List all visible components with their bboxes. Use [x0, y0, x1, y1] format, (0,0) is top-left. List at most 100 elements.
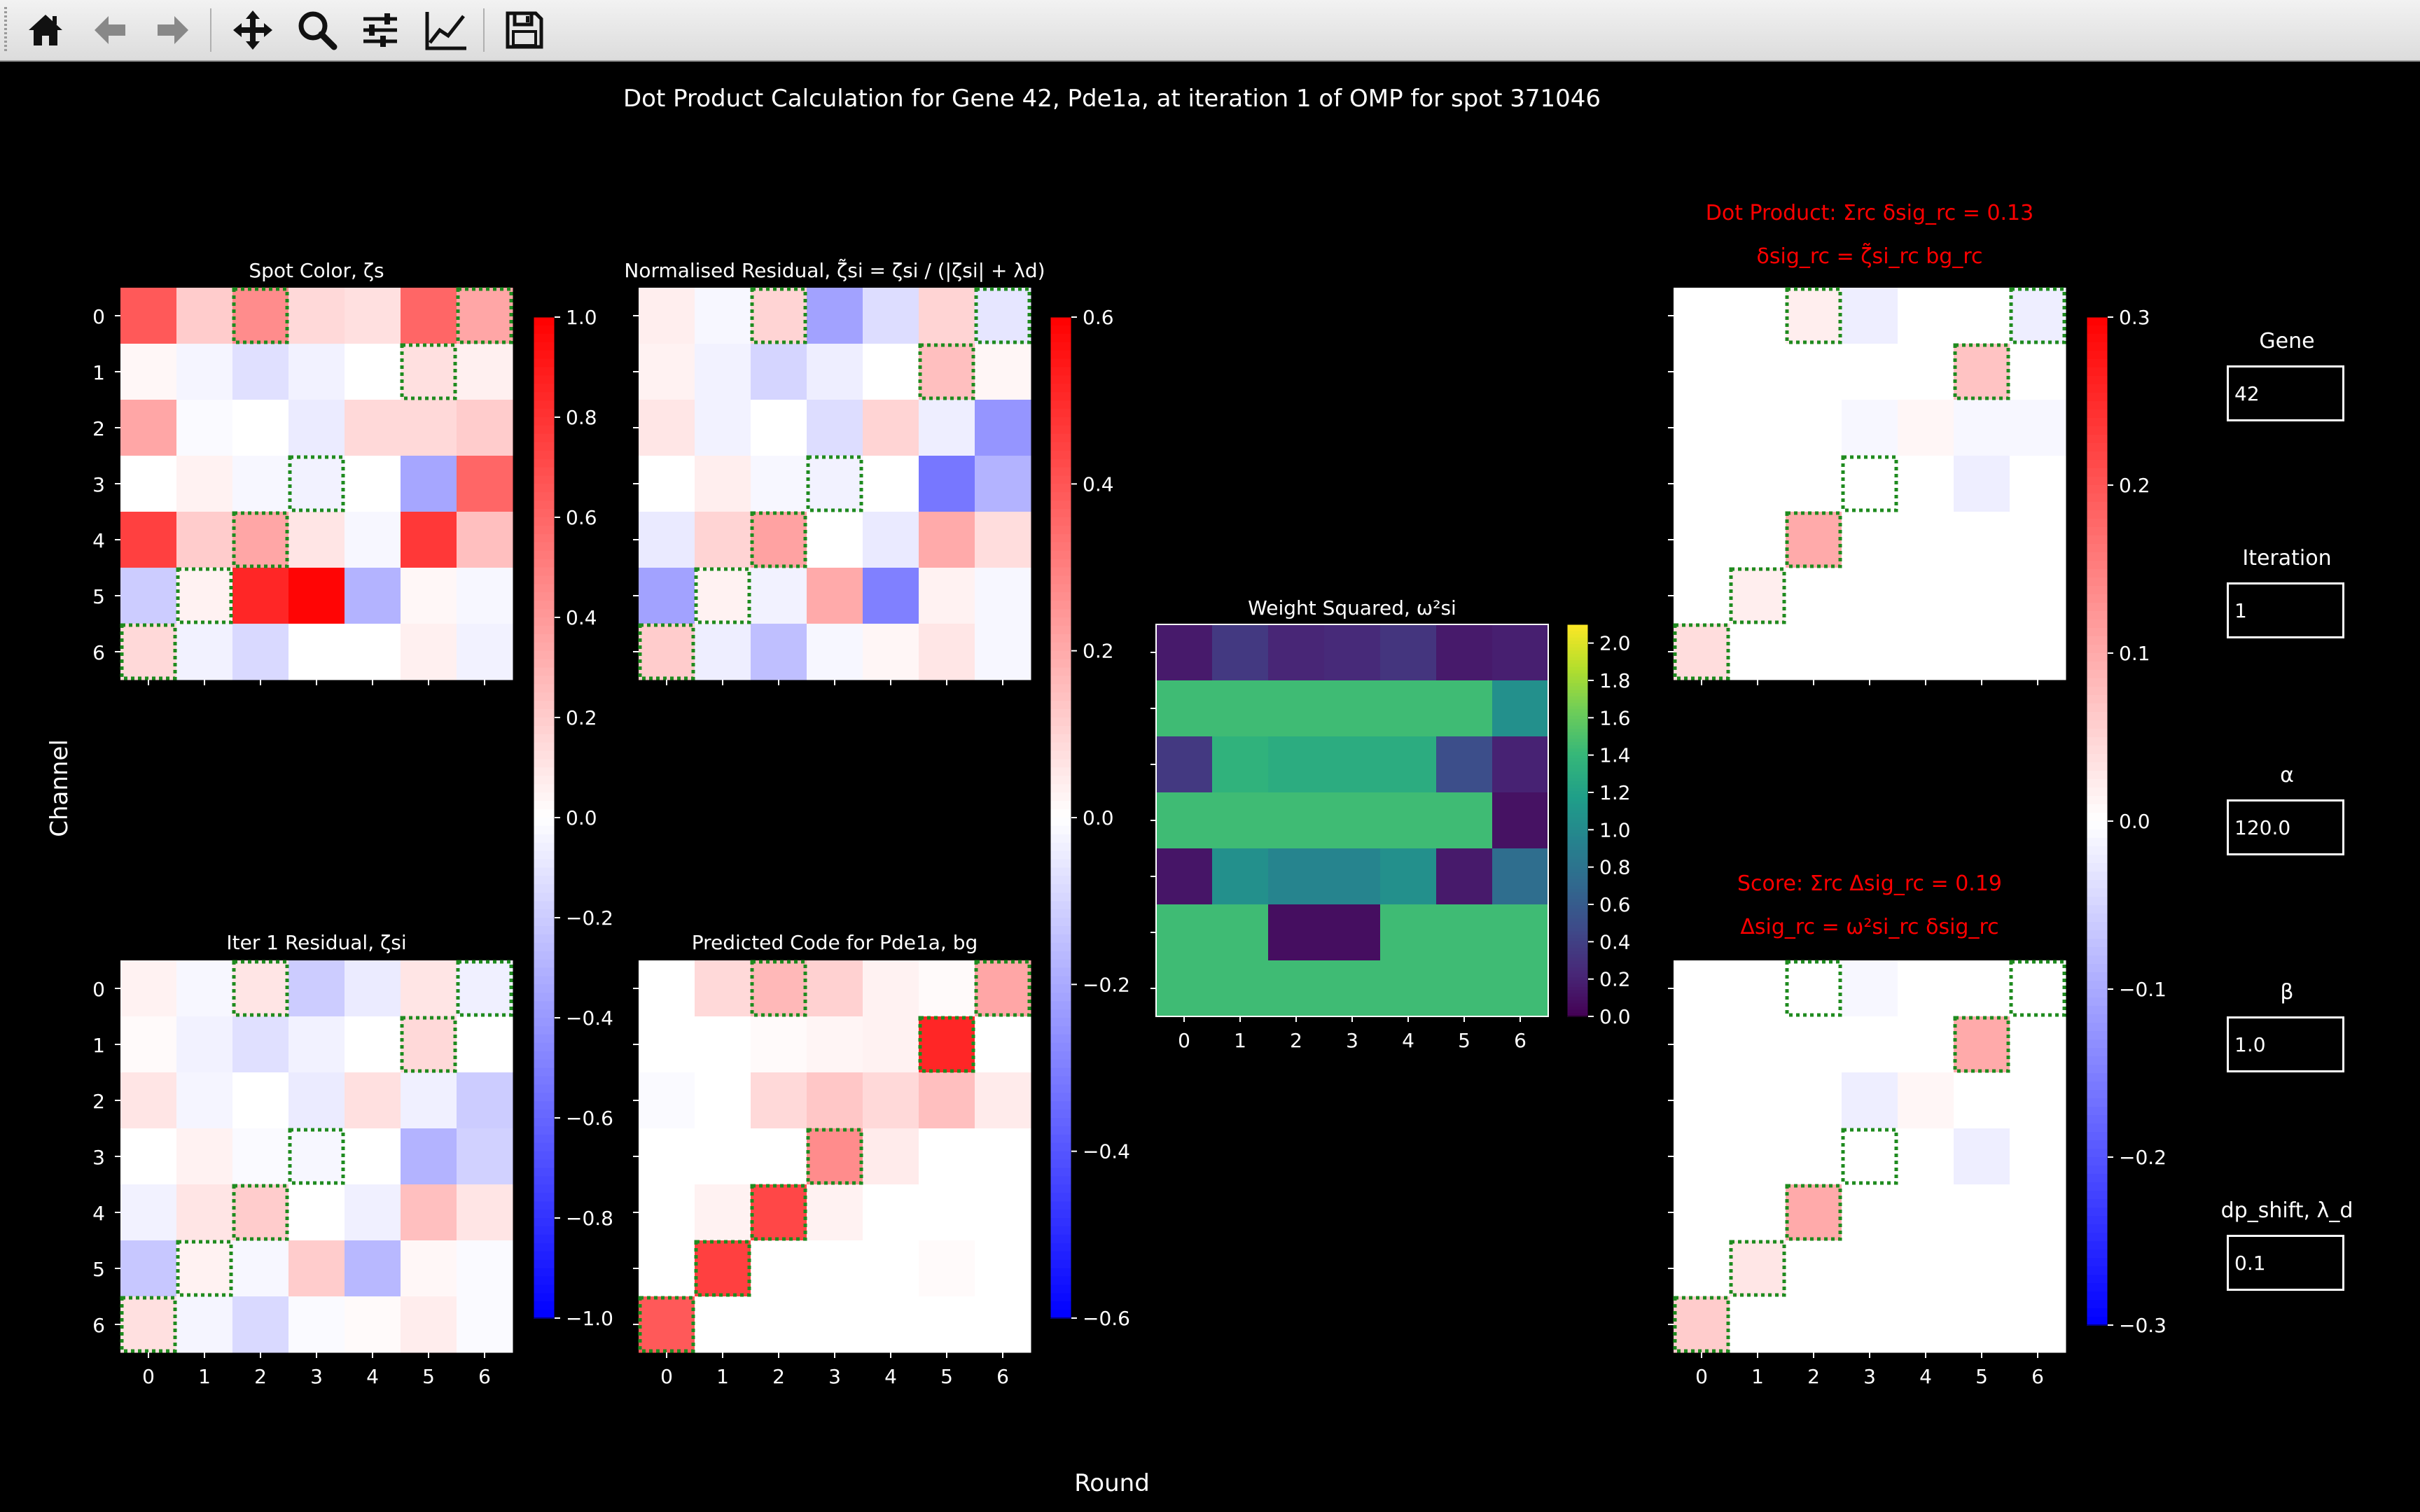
spot_color-cell — [120, 344, 177, 400]
configure-subplots-button[interactable] — [356, 6, 405, 55]
weight_squared-colorbar-segment — [1567, 997, 1588, 1001]
normalised_residual-colorbar-segment — [1050, 1293, 1071, 1303]
weight_squared-colorbar-segment — [1567, 974, 1588, 978]
normalised_residual-colorbar-segment — [1050, 1042, 1071, 1052]
dot_product-colorbar-segment — [2087, 586, 2108, 595]
edit-axis-button[interactable] — [422, 6, 471, 55]
score-cell — [1786, 1016, 1842, 1073]
weight_squared-colorbar-segment — [1567, 654, 1588, 658]
score-cell — [1898, 1240, 1954, 1297]
iter1_residual-cell — [401, 1240, 457, 1297]
normalised_residual-colorbar-segment — [1050, 776, 1071, 785]
dot_product-colorbar-segment — [2087, 1308, 2108, 1317]
dot_product-cell — [1674, 456, 1730, 512]
weight_squared-colorbar-segment — [1567, 794, 1588, 799]
normalised_residual-gene-code-box — [638, 623, 695, 680]
dot_product-colorbar-segment — [2087, 1157, 2108, 1166]
widget-input[interactable] — [2229, 1237, 2342, 1289]
widget-textbox[interactable] — [2227, 582, 2344, 638]
weight_squared-colorbar-segment — [1567, 980, 1588, 985]
spot_color-colorbar-segment — [534, 759, 555, 769]
normalised_residual-colorbar-segment — [1050, 625, 1071, 635]
normalised_residual-colorbar-segment — [1050, 350, 1071, 360]
dot_product-colorbar-segment — [2087, 552, 2108, 561]
spot_color-cell — [232, 456, 289, 512]
score-cell — [1674, 1072, 1730, 1129]
dot_product-gene-code-box — [1953, 343, 2010, 400]
spot_color-ytick-label: 5 — [92, 585, 105, 608]
weight_squared-colorbar-segment — [1567, 911, 1588, 916]
predicted_code-cell — [807, 1016, 863, 1073]
widget-textbox[interactable] — [2227, 1016, 2344, 1072]
widget-textbox[interactable] — [2227, 1235, 2344, 1291]
weight_squared-colorbar-segment — [1567, 673, 1588, 678]
iter1_residual-cell — [457, 1184, 513, 1241]
normalised_residual-colorbar-segment — [1050, 1242, 1071, 1252]
score-cell — [1898, 1016, 1954, 1073]
weight_squared-colorbar-segment — [1567, 719, 1588, 723]
weight_squared-colorbar-tick-label: 0.6 — [1599, 893, 1631, 916]
zoom-button[interactable] — [293, 6, 342, 55]
spot_color-colorbar-segment — [534, 342, 555, 351]
weight_squared-colorbar-segment — [1567, 938, 1588, 942]
spot_color-colorbar-segment — [534, 1084, 555, 1094]
back-button[interactable] — [85, 6, 134, 55]
back-icon — [95, 16, 125, 44]
weight_squared-cell — [1324, 960, 1381, 1017]
widget-label: β — [2280, 980, 2294, 1004]
weight_squared-colorbar-segment — [1567, 879, 1588, 883]
dot_product-gene-code-box — [1785, 511, 1842, 568]
dot_product-colorbar-segment — [2087, 955, 2108, 965]
weight_squared-colorbar-segment — [1567, 680, 1588, 684]
dot_product-colorbar-segment — [2087, 1199, 2108, 1208]
spot_color-colorbar-segment — [534, 884, 555, 894]
normalised_residual-colorbar-segment — [1050, 801, 1071, 811]
spot_color-colorbar-segment — [534, 592, 555, 602]
weight_squared-colorbar-segment — [1567, 709, 1588, 713]
normalised_residual-colorbar-segment — [1050, 500, 1071, 510]
spot_color-colorbar-segment — [534, 934, 555, 944]
score-xtick-label: 1 — [1751, 1365, 1764, 1388]
widget-input[interactable] — [2229, 368, 2342, 419]
weight_squared-colorbar-tick-label: 0.0 — [1599, 1005, 1631, 1028]
dot_product-colorbar-segment — [2087, 401, 2108, 410]
predicted_code-gene-code-box — [806, 1128, 863, 1185]
predicted_code-xtick-label: 4 — [884, 1365, 897, 1388]
spot_color-colorbar-segment — [534, 350, 555, 360]
score-gene-code-box — [1673, 1296, 1730, 1353]
widget-textbox[interactable] — [2227, 365, 2344, 421]
pan-button[interactable] — [228, 6, 277, 55]
dot_product-cell — [1842, 568, 1898, 624]
predicted_code-cell — [863, 1296, 919, 1353]
widget-input[interactable] — [2229, 1018, 2342, 1070]
weight_squared-colorbar-segment — [1567, 902, 1588, 906]
home-button[interactable] — [21, 6, 70, 55]
predicted_code-cell — [807, 1072, 863, 1129]
widget-textbox[interactable] — [2227, 799, 2344, 855]
weight_squared-colorbar-segment — [1567, 843, 1588, 848]
forward-button[interactable] — [148, 6, 197, 55]
dot_product-colorbar-segment — [2087, 510, 2108, 519]
dot_product-colorbar-segment — [2087, 317, 2108, 326]
weight_squared-colorbar-segment — [1567, 811, 1588, 815]
weight_squared-colorbar-segment — [1567, 944, 1588, 948]
dot_product-colorbar-segment — [2087, 636, 2108, 645]
predicted_code-cell — [695, 1296, 751, 1353]
predicted_code-cell — [919, 1240, 975, 1297]
save-button[interactable] — [500, 6, 549, 55]
normalised_residual-colorbar-segment — [1050, 650, 1071, 660]
spot_color-colorbar-tick-label: 0.2 — [566, 706, 597, 729]
weight_squared-colorbar-segment — [1567, 990, 1588, 995]
spot_color-colorbar-segment — [534, 1301, 555, 1311]
score-gene-code-box — [1785, 1184, 1842, 1241]
weight_squared-cell — [1268, 792, 1325, 849]
spot_color-colorbar-segment — [534, 867, 555, 877]
normalised_residual-cell — [807, 568, 863, 624]
predicted_code-cell — [975, 1296, 1031, 1353]
widget-input[interactable] — [2229, 802, 2342, 853]
normalised_residual-colorbar-segment — [1050, 442, 1071, 451]
predicted_code-cell — [919, 1016, 975, 1073]
spot_color-colorbar-segment — [534, 709, 555, 718]
widget-input[interactable] — [2229, 584, 2342, 636]
spot_color-colorbar-segment — [534, 859, 555, 869]
